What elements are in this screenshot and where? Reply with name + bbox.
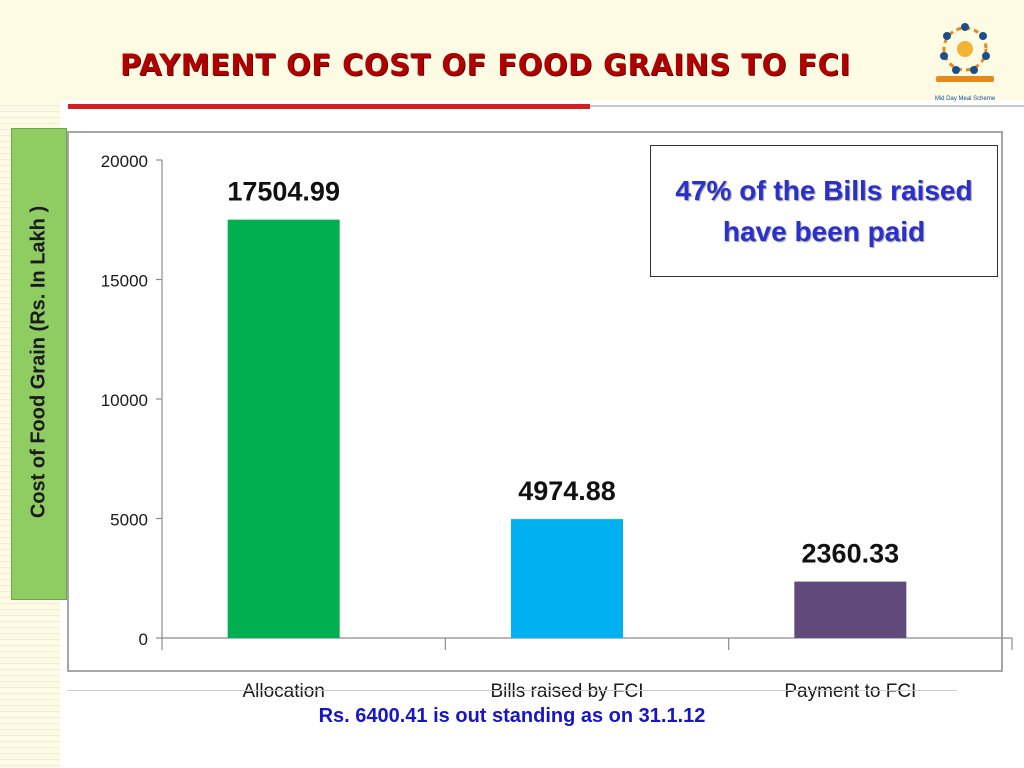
- title-underline: [68, 104, 590, 109]
- title-rule-extension: [590, 105, 1024, 107]
- y-tick-label: 10000: [101, 391, 148, 410]
- x-category-label-1: Bills raised by FCI: [490, 681, 643, 702]
- bar-value-label-0: 17504.99: [227, 177, 340, 207]
- bar-value-label-1: 4974.88: [518, 476, 616, 506]
- callout-text: 47% of the Bills raised have been paid: [675, 175, 973, 247]
- slide-title: Payment of Cost of Food Grains to FCI: [120, 48, 851, 82]
- y-axis-label-panel: [11, 128, 67, 600]
- mid-day-meal-logo: Mid Day Meal Scheme: [935, 23, 996, 102]
- y-tick-label: 5000: [110, 511, 148, 530]
- logo-book-icon: [936, 76, 994, 82]
- x-category-label-0: Allocation: [242, 681, 324, 702]
- bar-2: [794, 581, 907, 638]
- footer-note: Rs. 6400.41 is out standing as on 31.1.1…: [318, 705, 706, 727]
- bottom-rule: [67, 690, 957, 691]
- logo-caption: Mid Day Meal Scheme: [935, 96, 996, 102]
- callout-box: 47% of the Bills raised have been paid: [650, 145, 998, 277]
- bar-1: [511, 519, 623, 638]
- bar-value-label-2: 2360.33: [802, 539, 900, 569]
- y-tick-label: 0: [139, 630, 148, 649]
- y-tick-label: 20000: [101, 152, 148, 171]
- bar-0: [227, 219, 340, 638]
- logo-ring-icon: [940, 23, 990, 74]
- y-tick-label: 15000: [101, 272, 148, 291]
- x-category-label-2: Payment to FCI: [784, 681, 916, 702]
